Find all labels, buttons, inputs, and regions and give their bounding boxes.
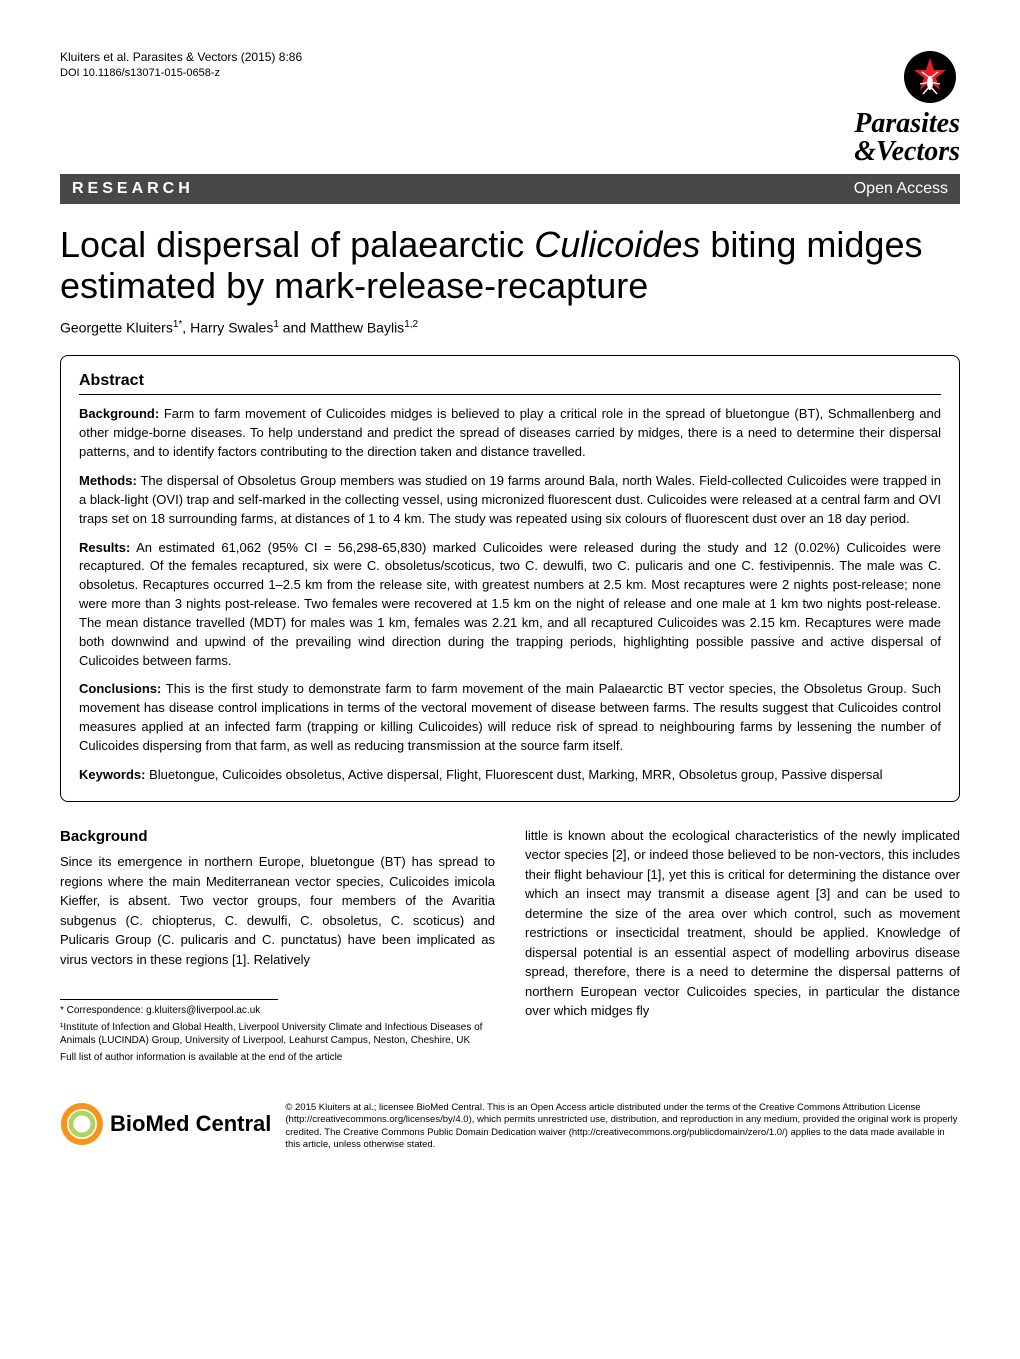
- biomed-central-logo: BioMed Central: [60, 1102, 271, 1146]
- section-left: RESEARCH: [72, 180, 194, 198]
- abstract-keywords: Keywords: Bluetongue, Culicoides obsolet…: [79, 766, 941, 785]
- left-column: Background Since its emergence in northe…: [60, 826, 495, 1065]
- bmc-ring-icon: [60, 1102, 104, 1146]
- journal-name: Parasites&Vectors: [854, 110, 960, 166]
- citation-block: Kluiters et al. Parasites & Vectors (201…: [60, 50, 302, 80]
- abstract-background: Background: Farm to farm movement of Cul…: [79, 405, 941, 462]
- parasites-vectors-icon: [900, 50, 960, 105]
- header: Kluiters et al. Parasites & Vectors (201…: [60, 50, 960, 166]
- correspondence: * Correspondence: g.kluiters@liverpool.a…: [60, 1004, 495, 1017]
- section-right: Open Access: [854, 180, 948, 198]
- citation-line: Kluiters et al. Parasites & Vectors (201…: [60, 50, 302, 66]
- left-body-text: Since its emergence in northern Europe, …: [60, 852, 495, 969]
- bmc-text: BioMed Central: [110, 1111, 271, 1137]
- license-text: © 2015 Kluiters at al.; licensee BioMed …: [285, 1102, 960, 1151]
- abstract-methods: Methods: The dispersal of Obsoletus Grou…: [79, 472, 941, 529]
- journal-logo-block: Parasites&Vectors: [854, 50, 960, 166]
- right-body-text: little is known about the ecological cha…: [525, 826, 960, 1021]
- footnote-separator: [60, 999, 278, 1000]
- abstract-conclusions: Conclusions: This is the first study to …: [79, 680, 941, 755]
- full-author-info: Full list of author information is avail…: [60, 1051, 495, 1064]
- doi-line: DOI 10.1186/s13071-015-0658-z: [60, 66, 302, 80]
- body-columns: Background Since its emergence in northe…: [60, 826, 960, 1065]
- section-bar: RESEARCH Open Access: [60, 174, 960, 204]
- article-title: Local dispersal of palaearctic Culicoide…: [60, 224, 960, 307]
- abstract-box: Abstract Background: Farm to farm moveme…: [60, 355, 960, 801]
- footer: BioMed Central © 2015 Kluiters at al.; l…: [60, 1092, 960, 1151]
- abstract-results: Results: An estimated 61,062 (95% CI = 5…: [79, 539, 941, 671]
- authors-line: Georgette Kluiters1*, Harry Swales1 and …: [60, 319, 960, 336]
- affiliation: ¹Institute of Infection and Global Healt…: [60, 1021, 495, 1047]
- abstract-heading: Abstract: [79, 372, 941, 395]
- background-heading: Background: [60, 826, 495, 849]
- right-column: little is known about the ecological cha…: [525, 826, 960, 1065]
